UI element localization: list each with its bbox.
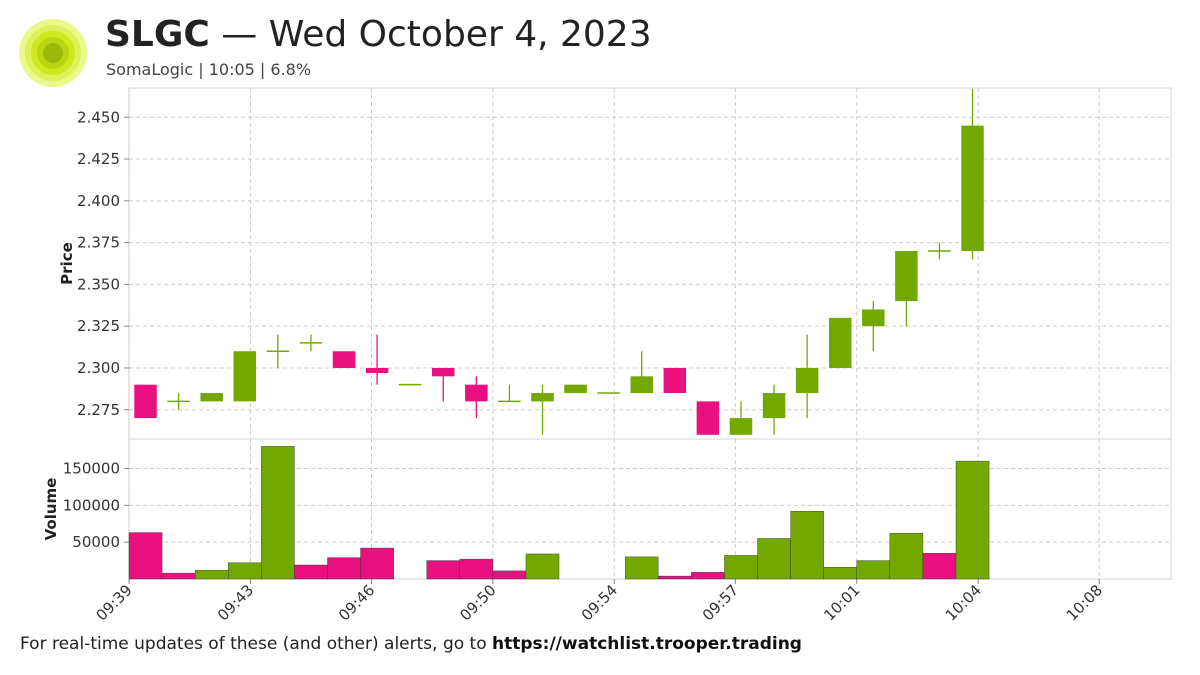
volume-bar <box>658 575 692 580</box>
price-tick-label: 2.400 <box>77 192 120 210</box>
volume-bar <box>161 572 196 580</box>
x-tick-label: 09:54 <box>578 581 621 624</box>
footer-text: For real-time updates of these (and othe… <box>20 634 487 654</box>
volume-bar <box>889 533 924 580</box>
volume-bar <box>624 556 659 580</box>
candle-body <box>432 367 455 377</box>
subtitle: SomaLogic | 10:05 | 6.8% <box>106 60 312 79</box>
price-tick-label: 2.300 <box>77 359 120 377</box>
x-tick-label: 10:04 <box>942 581 985 624</box>
price-tick-label: 2.375 <box>77 234 120 252</box>
volume-bar <box>228 562 262 580</box>
candle-body <box>696 401 720 435</box>
candle-body <box>630 376 653 394</box>
volume-bar <box>790 511 824 580</box>
footer: For real-time updates of these (and othe… <box>20 634 802 654</box>
candle-body <box>365 367 389 373</box>
volume-bar <box>327 557 361 580</box>
volume-bar <box>955 460 990 580</box>
candle-body <box>465 384 488 402</box>
title-date: Wed October 4, 2023 <box>268 14 652 55</box>
candle-body <box>531 393 554 402</box>
price-tick-label: 2.450 <box>77 108 120 126</box>
candle-body <box>134 384 157 419</box>
price-tick-label: 2.275 <box>77 401 120 419</box>
candle-body <box>663 367 687 394</box>
x-tick-label: 09:46 <box>335 581 378 624</box>
x-tick-label: 09:39 <box>93 581 136 624</box>
x-tick-label: 09:43 <box>214 581 257 624</box>
footer-link[interactable]: https://watchlist.trooper.trading <box>492 634 802 654</box>
volume-bar <box>128 532 163 580</box>
title-separator: — <box>221 14 258 55</box>
price-tick-label: 2.350 <box>77 275 120 293</box>
candle-body <box>795 367 819 394</box>
ticker-symbol: SLGC <box>105 14 210 55</box>
candle-body <box>961 125 984 251</box>
candle-body <box>200 393 223 402</box>
volume-tick-label: 150000 <box>63 459 120 477</box>
volume-tick-label: 100000 <box>63 496 120 514</box>
volume-bar <box>922 553 957 580</box>
candle-body <box>862 309 885 327</box>
volume-bar <box>856 560 891 580</box>
candle-body <box>729 418 753 435</box>
x-tick-label: 10:01 <box>820 581 863 624</box>
volume-axis-label: Volume <box>42 478 60 541</box>
volume-tick-label: 50000 <box>72 533 120 551</box>
price-axis-label: Price <box>58 242 76 285</box>
volume-bar <box>691 572 725 580</box>
page-title: SLGC — Wed October 4, 2023 <box>105 10 652 60</box>
volume-bar <box>492 570 527 580</box>
volume-bar <box>525 553 560 580</box>
candle-body <box>762 393 786 419</box>
volume-bar <box>261 446 295 580</box>
price-tick-label: 2.425 <box>77 150 120 168</box>
volume-bar <box>360 547 394 580</box>
candle-body <box>564 384 587 394</box>
volume-bar <box>194 569 229 580</box>
candle-body <box>895 250 918 302</box>
brand-logo <box>19 19 87 87</box>
volume-bar <box>426 560 460 580</box>
volume-bar <box>757 538 791 580</box>
volume-bar <box>724 555 758 580</box>
price-tick-label: 2.325 <box>77 317 120 335</box>
volume-bar <box>823 567 857 580</box>
candle-body <box>828 317 852 368</box>
x-tick-label: 09:57 <box>699 581 742 624</box>
candle-body <box>332 351 356 368</box>
volume-bar <box>459 558 494 580</box>
x-tick-label: 09:50 <box>456 581 499 624</box>
candle-body <box>233 351 257 402</box>
x-tick-label: 10:08 <box>1063 581 1106 624</box>
volume-bar <box>294 564 328 580</box>
